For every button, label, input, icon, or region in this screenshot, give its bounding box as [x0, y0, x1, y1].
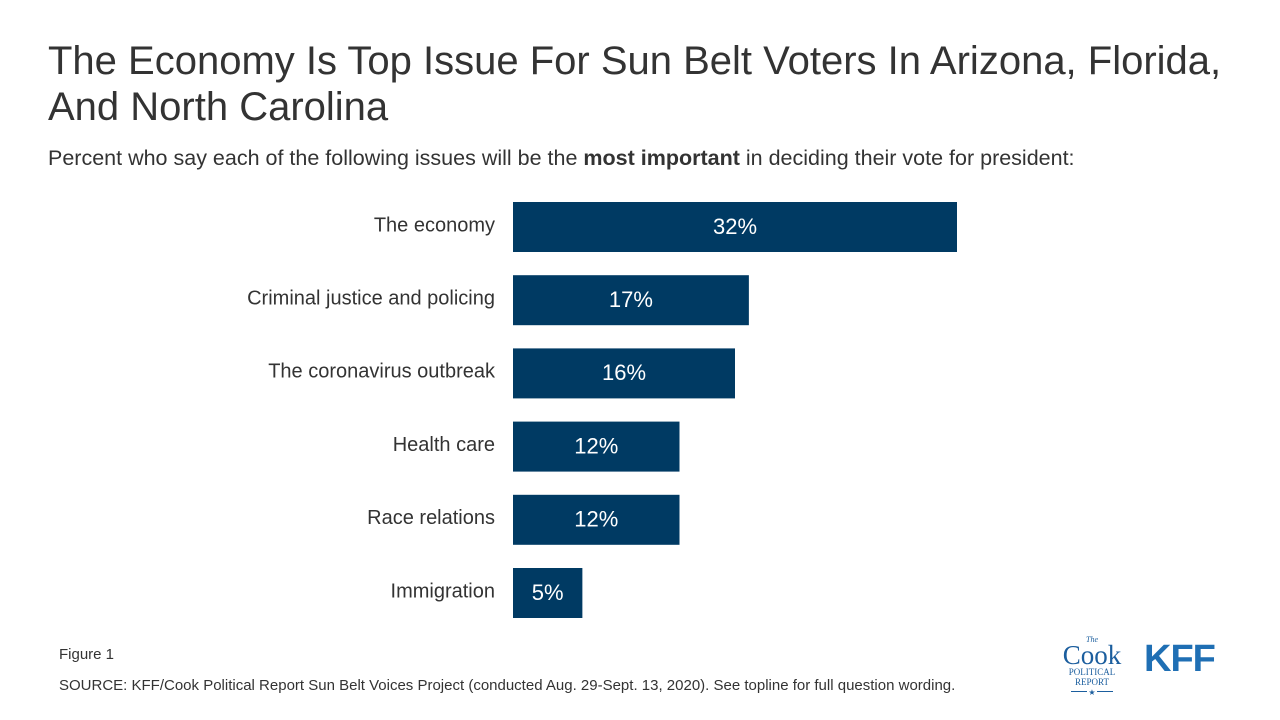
figure-label: Figure 1 [59, 646, 115, 663]
subtitle-emphasis: most important [583, 146, 740, 170]
subtitle-text-start: Percent who say each of the following is… [48, 146, 584, 170]
cook-logo-name: Cook [1063, 640, 1122, 670]
value-label-the-coronavirus-outbreak: 16% [602, 360, 646, 385]
bar-criminal-justice-and-policing [513, 275, 749, 326]
source-note: SOURCE: KFF/Cook Political Report Sun Be… [59, 677, 956, 694]
category-label-health-care: Health care [393, 434, 495, 456]
category-label-criminal-justice-and-policing: Criminal justice and policing [247, 287, 495, 309]
bar-immigration [513, 568, 583, 618]
subtitle-text-end: in deciding their vote for president: [739, 146, 1075, 170]
category-label-the-coronavirus-outbreak: The coronavirus outbreak [268, 361, 496, 383]
value-label-health-care: 12% [574, 433, 618, 458]
star-icon: ★ [1088, 688, 1095, 697]
kff-logo: KFF [1144, 638, 1216, 680]
bar-race-relations [513, 494, 680, 545]
bar-chart: The economy 32% Criminal justice and polic… [247, 202, 957, 618]
category-label-race-relations: Race relations [367, 507, 495, 529]
value-label-criminal-justice-and-policing: 17% [609, 287, 653, 312]
value-label-race-relations: 12% [574, 507, 618, 532]
value-label-the-economy: 32% [713, 214, 757, 239]
bar-the-coronavirus-outbreak [513, 348, 735, 399]
bar-health-care [513, 421, 680, 472]
cook-logo-the: The [1086, 635, 1098, 644]
category-label-the-economy: The economy [374, 214, 495, 236]
value-label-immigration: 5% [532, 580, 564, 605]
cook-political-report-logo: The Cook POLITICAL REPORT ★ [1063, 635, 1122, 697]
category-label-immigration: Immigration [391, 580, 495, 602]
cook-logo-line2: REPORT [1075, 677, 1109, 687]
bar-the-economy [513, 202, 957, 252]
cook-logo-line1: POLITICAL [1069, 667, 1116, 677]
chart-title: The Economy Is Top Issue For Sun Belt Vo… [48, 39, 1222, 129]
chart-subtitle: Percent who say each of the following is… [48, 144, 1248, 172]
